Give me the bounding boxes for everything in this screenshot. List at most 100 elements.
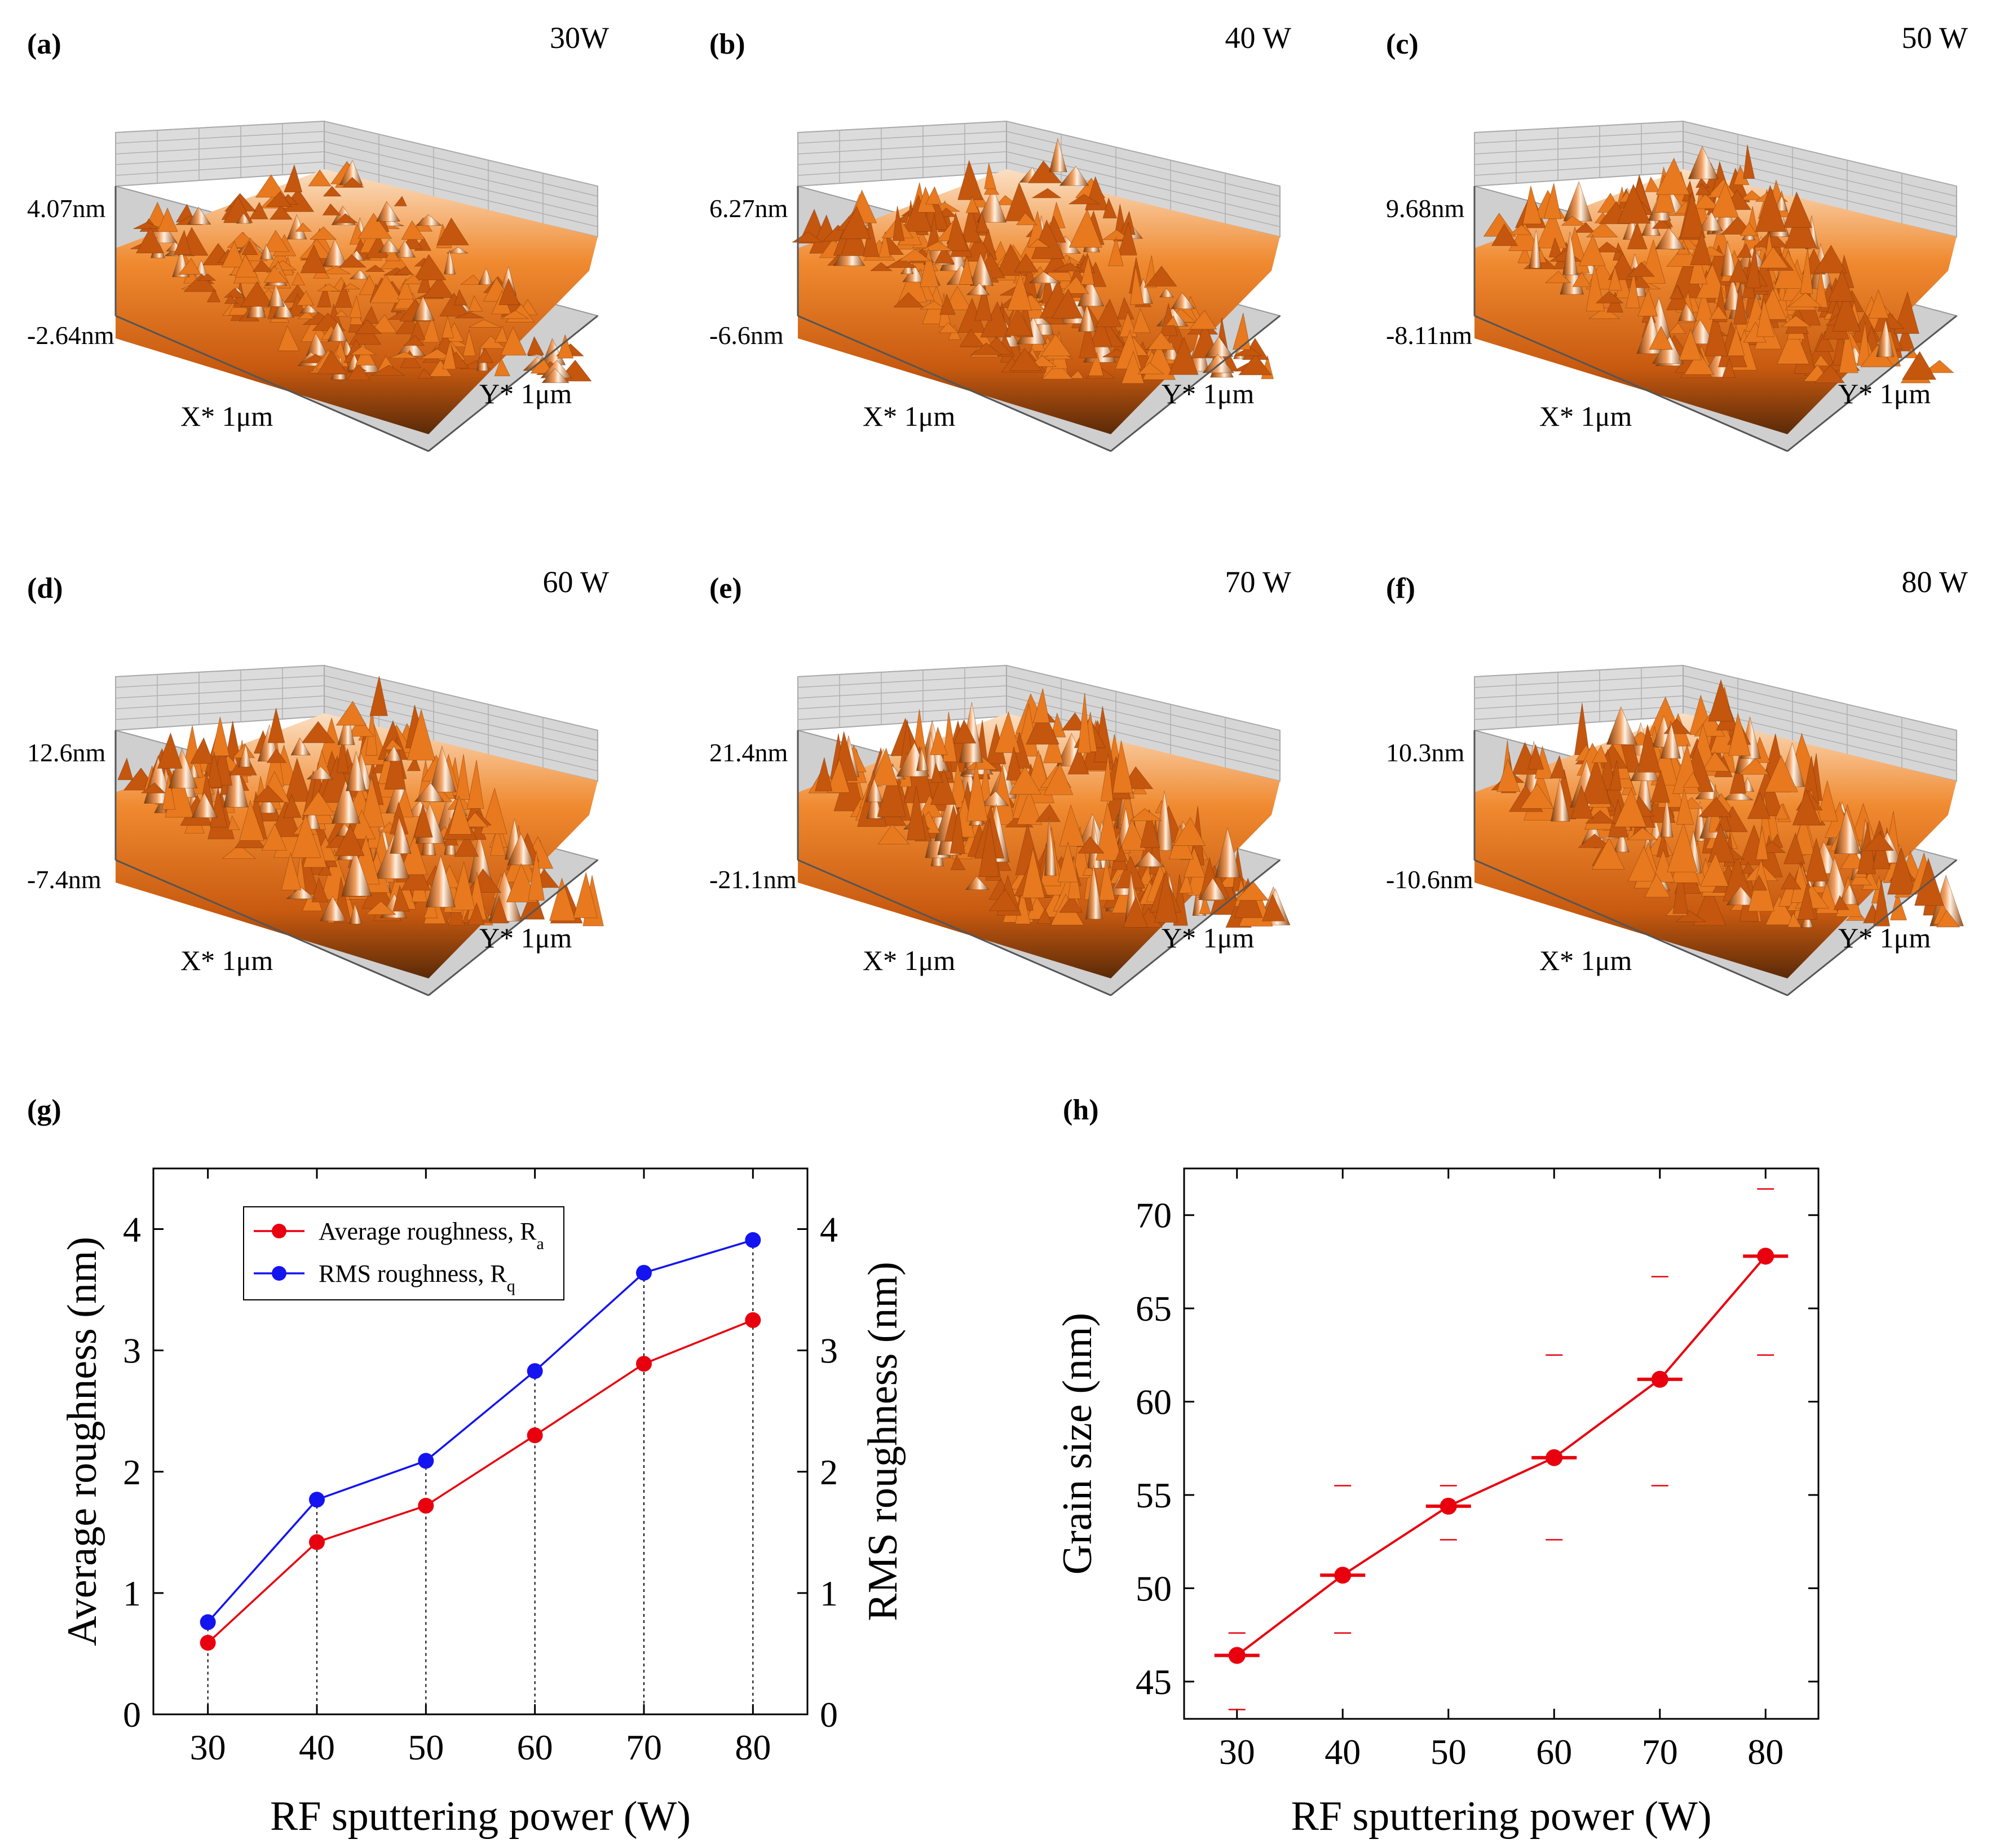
surface-peak [1627,221,1648,250]
y-tick-label: 70 [1136,1196,1172,1236]
surface-peak [1896,323,1915,351]
x-tick-label: 60 [517,1727,553,1767]
surface-peak [468,295,483,312]
surface-peak [970,342,1003,355]
surface-peak [442,340,456,370]
surface-peak [930,726,948,755]
grid-line [1683,131,1957,197]
grid-line [324,161,598,227]
afm-panel: (a) 30W 4.07nm -2.64nm X* 1μm Y* 1μm [27,21,609,452]
grid-line [1006,141,1281,207]
surface-peak [277,325,300,351]
surface-peak [1147,332,1176,350]
surface-peak [498,277,520,305]
surface-peak [317,350,348,374]
surface-peak [1764,755,1798,792]
surface-peak [240,281,273,307]
surface-peak [350,809,376,840]
grid-line [797,151,1007,165]
surface-peak [1189,310,1217,330]
grid-line [115,151,325,165]
surface-peak [1905,347,1919,359]
surface-peak [346,751,367,792]
y-tick-label: 3 [123,1331,141,1371]
surface-peak [1652,218,1672,229]
surface-peak [267,708,285,743]
surface-peak [337,712,355,746]
surface-peak [1173,874,1188,926]
surface-peak [557,334,574,359]
surface-peak [1009,347,1043,371]
surface-peak [469,319,501,328]
surface-peak [235,254,258,277]
data-point [1757,1247,1774,1265]
z-max-label: 10.3nm [1386,738,1465,767]
surface-peak [478,267,493,285]
grid-line [115,131,325,144]
surface-peak [1832,291,1861,332]
x-axis-title: RF sputtering power (W) [1291,1793,1711,1840]
surface-peak [1585,810,1616,824]
x-axis-edge [115,859,429,996]
grid-line [1006,685,1281,751]
y-axis-label: Y* 1μm [1838,922,1931,954]
surface-peak [334,310,348,317]
grid-line [1006,131,1281,197]
grid-line [797,141,1007,155]
surface-peak [966,283,990,295]
data-point [636,1264,652,1281]
surface-peak [206,751,223,788]
surface-peak [541,368,570,383]
surface-peak [1736,243,1752,258]
data-point [1651,1370,1668,1388]
surface-peak [460,274,483,285]
y-tick-label-right: 3 [820,1331,838,1371]
surface-peak [961,202,981,242]
grid-line [1683,141,1957,207]
x-tick-label: 30 [1219,1732,1255,1772]
surface-peak [1043,729,1064,764]
surface-peak [920,248,939,288]
surface-peak [791,231,823,243]
surface-peak [1708,679,1734,722]
y-tick-label: 60 [1136,1382,1172,1422]
surface-peak [1893,291,1919,334]
surface-peak [1028,271,1062,284]
surface-peak [1644,873,1671,898]
surface-peak [370,364,405,376]
surface-peak [1006,746,1023,780]
grid-line [1474,705,1684,720]
surface-peak [1112,740,1133,793]
surface-peak [1627,262,1655,277]
surface-peak [871,747,899,786]
surface-peak [953,719,977,744]
surface-peak [1668,322,1686,334]
series-line [207,1239,753,1623]
surface-peak [206,289,221,302]
panel-label: (c) [1386,28,1419,60]
surface-peak [394,196,407,206]
x-tick-label: 80 [735,1727,771,1767]
y-tick-label: 55 [1136,1475,1172,1515]
grid-line [1683,151,1957,217]
panel-label: (e) [709,572,742,605]
surface-peak [283,793,302,818]
data-point [527,1427,543,1444]
surface-peak [1060,276,1089,294]
surface-peak [320,896,347,921]
grid-line [1474,131,1684,144]
surface-peak [984,163,996,189]
x-axis-label: X* 1μm [863,945,955,976]
surface-peak [301,721,335,743]
surface-peak [957,160,983,200]
surface-peak [284,164,303,192]
grid-line [1474,695,1684,709]
surface-peak [1733,283,1747,325]
surface-peak [1517,245,1532,263]
series-line [207,1319,753,1644]
surface-peak [378,239,401,253]
grid-line [1474,675,1684,688]
surface-peak [1641,211,1661,236]
surface-peak [1050,712,1066,738]
